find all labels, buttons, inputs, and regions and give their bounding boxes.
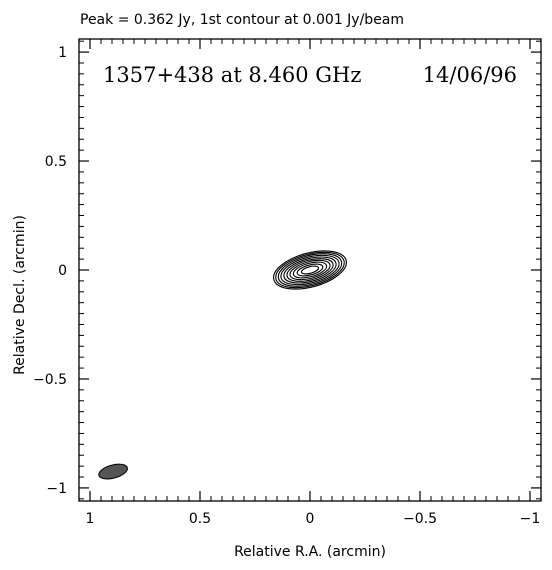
chart-title: 1357+438 at 8.460 GHz: [103, 63, 361, 87]
contour-level: [296, 263, 324, 277]
contour-level: [300, 265, 320, 275]
contour-level: [283, 256, 337, 284]
x-axis-label: Relative R.A. (arcmin): [234, 544, 386, 560]
y-tick-label: 0.5: [45, 154, 67, 170]
y-axis-ticks: 1 0.5 0 −0.5 −1: [33, 40, 541, 500]
x-tick-label: 1: [86, 511, 95, 527]
contour-level: [280, 254, 340, 286]
y-axis-label: Relative Decl. (arcmin): [12, 215, 28, 375]
y-tick-label: 1: [58, 45, 67, 61]
contour-level: [273, 250, 347, 290]
plot-header: Peak = 0.362 Jy, 1st contour at 0.001 Jy…: [80, 12, 404, 28]
beam-ellipse: [98, 463, 128, 480]
plot-frame: [78, 38, 542, 502]
y-tick-label: 0: [58, 263, 67, 279]
contour-level: [289, 259, 331, 281]
x-axis-ticks: 1 0.5 0 −0.5 −1: [78, 39, 542, 527]
x-tick-label: −1: [520, 511, 541, 527]
observation-date: 14/06/96: [423, 63, 517, 87]
y-tick-label: −0.5: [33, 372, 67, 388]
x-tick-label: 0.5: [189, 511, 211, 527]
contour-level: [286, 258, 334, 282]
x-tick-label: −0.5: [403, 511, 437, 527]
contour-level: [275, 251, 345, 289]
y-tick-label: −1: [46, 481, 67, 497]
source-contours: [273, 250, 347, 290]
contour-level: [292, 261, 328, 279]
contour-level: [277, 253, 343, 287]
x-tick-label: 0: [306, 511, 315, 527]
beam-marker-layer: [98, 463, 128, 480]
